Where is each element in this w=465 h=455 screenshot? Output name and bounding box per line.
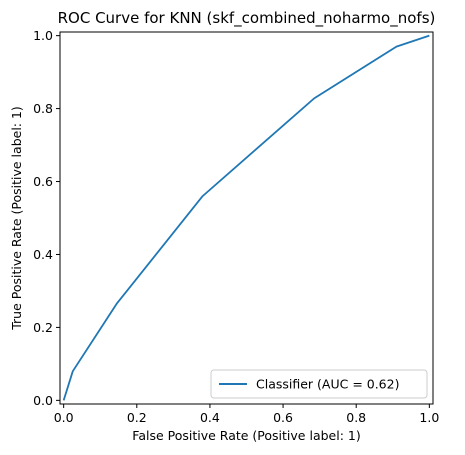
legend: Classifier (AUC = 0.62) xyxy=(210,369,428,399)
x-axis-label: False Positive Rate (Positive label: 1) xyxy=(132,428,360,443)
legend-entry-label: Classifier (AUC = 0.62) xyxy=(256,377,399,392)
legend-box xyxy=(210,369,428,399)
x-tick-label: 0.8 xyxy=(346,410,366,425)
y-tick-label: 0.4 xyxy=(33,247,53,262)
axis-ticks: 0.0 0.2 0.4 0.6 0.8 1.0 0.0 0.2 0.4 0.6 0.8 1.0 xyxy=(33,28,439,425)
y-tick-label: 0.8 xyxy=(33,101,53,116)
x-tick-label: 0.0 xyxy=(54,410,74,425)
x-tick-label: 0.2 xyxy=(127,410,147,425)
chart-title: ROC Curve for KNN (skf_combined_noharmo_… xyxy=(58,9,436,28)
y-axis-label: True Positive Rate (Positive label: 1) xyxy=(9,106,24,331)
x-tick-label: 0.6 xyxy=(273,410,293,425)
series-layer xyxy=(62,34,430,401)
plot-frame xyxy=(59,31,434,405)
y-tick-label: 0.2 xyxy=(33,320,53,335)
y-tick-label: 1.0 xyxy=(33,28,53,43)
y-tick-label: 0.6 xyxy=(33,174,53,189)
x-tick-label: 1.0 xyxy=(419,410,439,425)
roc-curve-line xyxy=(62,34,430,401)
x-tick-label: 0.4 xyxy=(200,410,220,425)
y-tick-label: 0.0 xyxy=(33,393,53,408)
